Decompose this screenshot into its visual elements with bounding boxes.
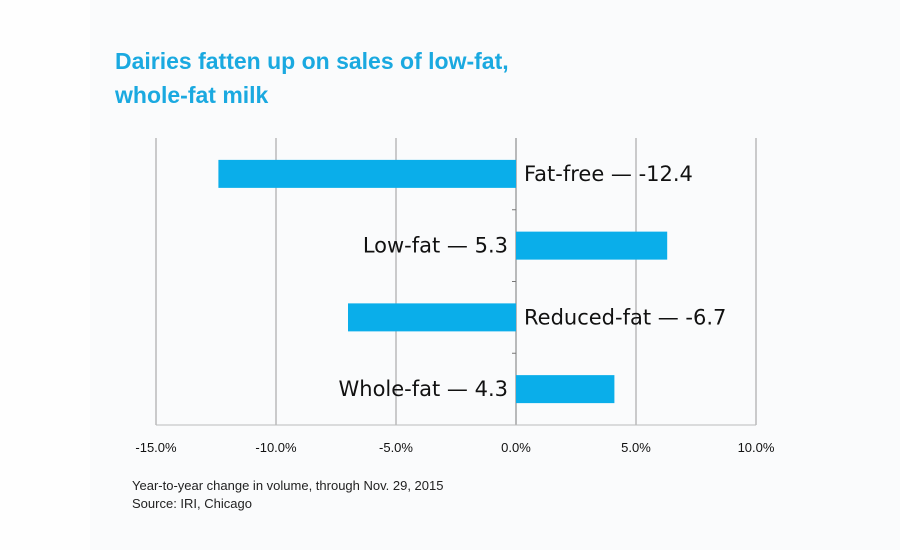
x-tick-label: 10.0%: [738, 440, 775, 455]
chart-panel: [90, 0, 900, 550]
bar-fat-free: [218, 159, 516, 188]
data-label: Fat-free — -12.4: [524, 162, 693, 186]
bar-whole-fat: [516, 375, 615, 404]
footnote: Year-to-year change in volume, through N…: [132, 478, 444, 493]
bar-low-fat: [516, 231, 668, 260]
data-label: Reduced-fat — -6.7: [524, 305, 726, 329]
chart-title: Dairies fatten up on sales of low-fat, w…: [115, 44, 715, 112]
data-label: Low-fat — 5.3: [363, 234, 508, 258]
x-tick-label: -5.0%: [379, 440, 413, 455]
x-tick-label: 5.0%: [621, 440, 651, 455]
chart-title-line-1: Dairies fatten up on sales of low-fat,: [115, 48, 509, 74]
data-label: Whole-fat — 4.3: [339, 377, 509, 401]
source-note: Source: IRI, Chicago: [132, 496, 252, 511]
x-tick-label: -15.0%: [135, 440, 177, 455]
bar-reduced-fat: [348, 303, 516, 332]
x-tick-label: -10.0%: [255, 440, 297, 455]
x-tick-label: 0.0%: [501, 440, 531, 455]
chart-title-line-2: whole-fat milk: [115, 82, 269, 108]
